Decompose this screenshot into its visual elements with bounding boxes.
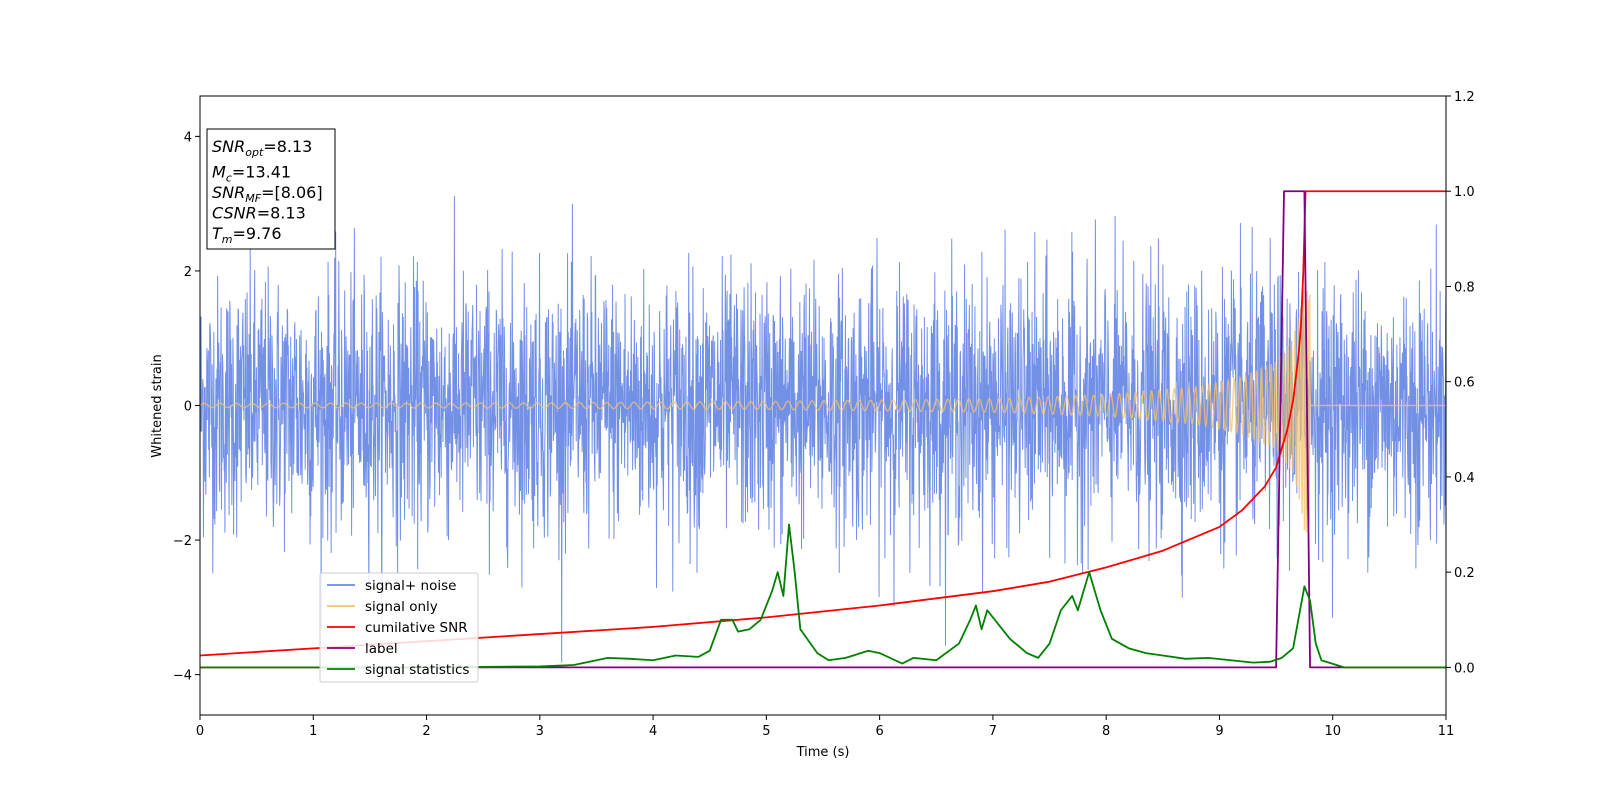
axes-layer: 0 1 2 3 4 5 6 7 8 9 10 11 4 2 0 −2 −4 1.2 1.0 0.8 0.6 0.4 0.2 0… (173, 90, 1475, 739)
x-tick-label: 0 (196, 724, 204, 739)
x-tick-label: 6 (875, 724, 883, 739)
y-tick-label: −4 (173, 669, 192, 684)
series-signal-statistics-line (200, 523, 1446, 669)
x-tick-label: 5 (762, 724, 770, 739)
y2-tick-label: 0.2 (1454, 566, 1475, 581)
legend-label: signal+ noise (365, 578, 456, 594)
legend-label: cumilative SNR (365, 620, 468, 636)
legend: signal+ noise signal only cumilative SNR la… (319, 572, 479, 683)
x-tick-label: 3 (536, 724, 544, 739)
info-box-frame (206, 128, 336, 250)
y2-tick-label: 1.0 (1454, 185, 1475, 200)
series-signal-only-line (200, 275, 1446, 532)
x-tick-label: 8 (1102, 724, 1110, 739)
x-tick-label: 9 (1215, 724, 1223, 739)
y-tick-label: 4 (184, 130, 192, 145)
y-tick-label: −2 (173, 534, 192, 549)
x-tick-label: 4 (649, 724, 657, 739)
y2-tick-label: 1.2 (1454, 90, 1475, 105)
info-box-line: Tm=9.76 (212, 224, 282, 246)
info-box-line: SNRopt=8.13 (212, 137, 312, 159)
series-label-line (200, 190, 1446, 669)
x-tick-label: 2 (422, 724, 430, 739)
y2-tick-label: 0.8 (1454, 280, 1475, 295)
x-tick-label: 7 (989, 724, 997, 739)
y-tick-label: 0 (184, 400, 192, 415)
info-box-line: SNRMF=[8.06] (212, 183, 323, 205)
y2-tick-label: 0.4 (1454, 471, 1475, 486)
x-tick-label: 1 (309, 724, 317, 739)
y-tick-label: 2 (184, 265, 192, 280)
y-axis-label: Whitened strain (150, 354, 165, 457)
info-box: SNRopt=8.13 Mc=13.41SNRMF=[8.06]CSNR=8.13… (206, 128, 336, 250)
x-axis-label: Time (s) (796, 745, 850, 760)
legend-label: label (365, 641, 398, 657)
series-layer (200, 190, 1446, 669)
info-box-line: Mc=13.41 (212, 163, 291, 185)
legend-label: signal only (365, 599, 438, 615)
x-tick-label: 10 (1324, 724, 1341, 739)
series-signal-noise-line (200, 196, 1446, 663)
x-tick-label: 11 (1438, 724, 1455, 739)
y2-tick-label: 0.0 (1454, 661, 1475, 676)
legend-label: signal statistics (365, 662, 469, 678)
series-cumulative-snr-line (200, 190, 1446, 657)
y2-tick-label: 0.6 (1454, 376, 1475, 391)
legend-frame (319, 572, 479, 683)
info-box-line: CSNR=8.13 (212, 204, 306, 223)
